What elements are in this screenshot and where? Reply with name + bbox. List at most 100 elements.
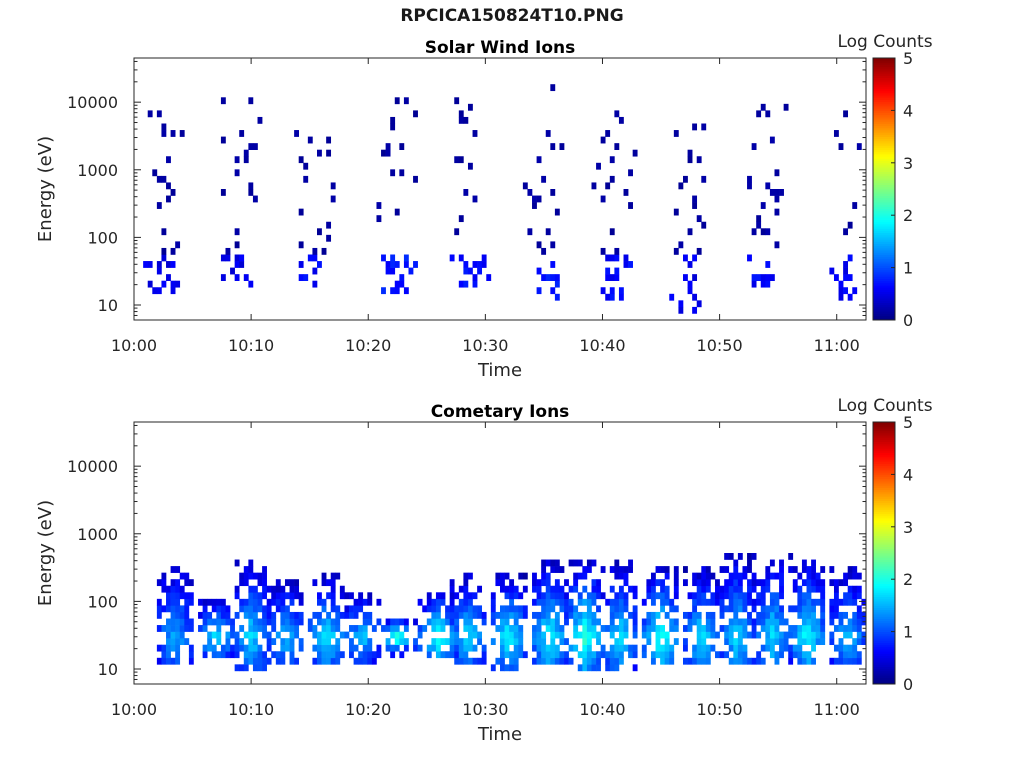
heatmap-cell	[554, 274, 560, 281]
heatmap-cell	[756, 592, 762, 600]
heatmap-cell	[815, 579, 821, 587]
heatmap-cell	[596, 579, 601, 587]
heatmap-cell	[467, 618, 473, 626]
heatmap-cell	[650, 651, 656, 659]
heatmap-cell	[330, 592, 336, 600]
heatmap-cell	[609, 651, 615, 659]
heatmap-cell	[609, 657, 615, 665]
colorbar-segment	[873, 550, 895, 554]
heatmap-cell	[262, 631, 267, 639]
colorbar-segment	[873, 293, 895, 297]
colorbar-segment	[873, 659, 895, 663]
colorbar-segment	[873, 189, 895, 192]
heatmap-cell	[326, 657, 332, 665]
heatmap-cell	[737, 631, 743, 639]
heatmap-cell	[614, 566, 620, 573]
heatmap-cell	[696, 592, 702, 600]
heatmap-cell	[513, 605, 519, 613]
heatmap-cell	[541, 592, 547, 600]
heatmap-cell	[321, 618, 327, 626]
colorbar-segment	[873, 537, 895, 541]
heatmap-cell	[394, 287, 400, 295]
heatmap-cell	[403, 618, 409, 626]
heatmap-cell	[513, 618, 519, 626]
heatmap-cell	[856, 657, 862, 665]
heatmap-cell	[243, 605, 249, 613]
heatmap-cell	[541, 579, 547, 587]
heatmap-cell	[220, 611, 226, 619]
heatmap-cell	[609, 611, 615, 619]
heatmap-cell	[294, 611, 300, 619]
heatmap-cell	[522, 572, 528, 580]
heatmap-cell	[747, 657, 752, 665]
heatmap-cell	[445, 605, 450, 613]
heatmap-cell	[852, 202, 858, 209]
heatmap-cell	[481, 611, 487, 619]
heatmap-cell	[495, 625, 501, 632]
heatmap-cell	[248, 651, 254, 659]
heatmap-cell	[856, 611, 862, 619]
heatmap-cell	[326, 611, 332, 619]
heatmap-cell	[175, 618, 181, 626]
heatmap-cell	[728, 657, 734, 665]
heatmap-cell	[614, 598, 620, 606]
heatmap-cell	[179, 572, 185, 580]
heatmap-cell	[449, 592, 455, 600]
heatmap-cell	[252, 605, 258, 613]
heatmap-cell	[701, 598, 707, 606]
heatmap-cell	[655, 651, 661, 659]
heatmap-cell	[596, 592, 601, 600]
colorbar-segment	[873, 101, 895, 105]
heatmap-cell	[541, 605, 547, 613]
heatmap-cell	[747, 579, 752, 587]
heatmap-cell	[541, 598, 547, 606]
heatmap-cell	[856, 618, 862, 626]
heatmap-cell	[326, 618, 332, 626]
heatmap-cell	[806, 598, 812, 606]
colorbar-segment	[873, 679, 895, 683]
heatmap-cell	[728, 579, 734, 587]
heatmap-cell	[701, 579, 707, 587]
heatmap-cell	[403, 638, 409, 645]
heatmap-cell	[321, 657, 327, 665]
heatmap-cell	[724, 553, 730, 560]
heatmap-cell	[760, 228, 766, 236]
heatmap-cell	[609, 228, 615, 236]
heatmap-cell	[175, 651, 181, 659]
colorbar-segment	[873, 446, 895, 449]
heatmap-cell	[170, 189, 176, 196]
heatmap-cell	[710, 598, 716, 606]
heatmap-cell	[760, 592, 766, 600]
heatmap-cell	[179, 611, 185, 619]
colorbar-segment	[873, 448, 895, 451]
heatmap-cell	[362, 618, 368, 626]
heatmap-cell	[847, 572, 853, 580]
heatmap-cell	[440, 592, 446, 600]
heatmap-cell	[829, 566, 835, 573]
heatmap-cell	[175, 585, 181, 593]
heatmap-cell	[664, 644, 670, 652]
heatmap-cell	[248, 566, 254, 573]
heatmap-cell	[225, 644, 231, 652]
colorbar-segment	[873, 520, 895, 523]
heatmap-cell	[239, 130, 245, 137]
heatmap-cell	[650, 657, 656, 665]
colorbar-segment	[873, 265, 895, 268]
colorbar-segment	[873, 199, 895, 203]
heatmap-cell	[833, 585, 839, 593]
heatmap-cell	[532, 579, 537, 587]
heatmap-cell	[166, 182, 171, 190]
heatmap-cell	[696, 625, 702, 632]
heatmap-cell	[298, 241, 304, 249]
heatmap-cell	[243, 149, 249, 157]
heatmap-cell	[362, 638, 368, 645]
heatmap-cell	[376, 202, 382, 209]
heatmap-cell	[756, 657, 762, 665]
heatmap-cell	[513, 631, 519, 639]
heatmap-cell	[696, 585, 702, 593]
heatmap-cell	[568, 605, 574, 613]
heatmap-cell	[797, 644, 803, 652]
heatmap-cell	[280, 605, 286, 613]
heatmap-cell	[170, 247, 176, 255]
